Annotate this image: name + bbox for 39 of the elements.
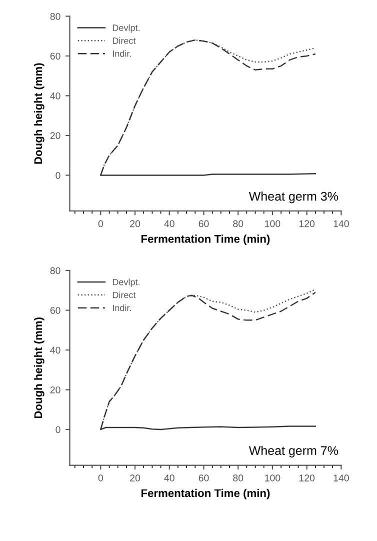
annotation: Wheat germ 7% (248, 446, 338, 458)
x-tick-label: 80 (233, 220, 244, 228)
x-tick-label: 60 (198, 474, 209, 482)
x-tick-label: 140 (334, 220, 349, 228)
x-tick-label: 60 (198, 220, 209, 228)
x-tick-label: 20 (130, 220, 140, 228)
x-tick-label: 40 (164, 474, 174, 482)
y-axis-title: Dough height (mm) (34, 318, 44, 418)
x-axis-title: Fermentation Time (min) (141, 488, 270, 500)
y-tick-label: 20 (50, 132, 60, 140)
y-axis-title: Dough height (mm) (34, 63, 44, 164)
x-axis-title: Fermentation Time (min) (141, 234, 270, 245)
y-tick-label: 40 (50, 346, 60, 354)
y-tick-label: 60 (50, 306, 60, 314)
legend-label: Direct (112, 292, 136, 298)
legend-label: Indir. (113, 304, 131, 312)
x-tick-label: 80 (233, 474, 244, 482)
annotation: Wheat germ 3% (248, 192, 338, 204)
y-tick-label: 80 (50, 12, 60, 20)
x-tick-label: 40 (164, 220, 174, 228)
legend-label: Devlpt. (112, 278, 140, 288)
x-tick-label: 140 (334, 474, 349, 482)
x-tick-label: 0 (98, 220, 103, 228)
legend-label: Devlpt. (112, 24, 140, 33)
x-tick-label: 120 (299, 220, 315, 228)
y-tick-label: 20 (50, 386, 60, 394)
x-tick-label: 100 (265, 474, 280, 482)
y-tick-label: 40 (50, 92, 60, 100)
y-tick-label: 0 (56, 426, 60, 434)
x-tick-label: 0 (98, 474, 103, 482)
y-tick-label: 60 (50, 52, 60, 60)
legend-label: Direct (112, 37, 136, 44)
legend-label: Indir. (113, 50, 131, 57)
y-tick-label: 0 (56, 172, 60, 179)
x-tick-label: 20 (130, 474, 140, 482)
x-tick-label: 120 (299, 474, 315, 482)
x-tick-label: 100 (265, 220, 280, 228)
line-series (100, 39, 316, 176)
y-tick-label: 80 (50, 267, 60, 274)
